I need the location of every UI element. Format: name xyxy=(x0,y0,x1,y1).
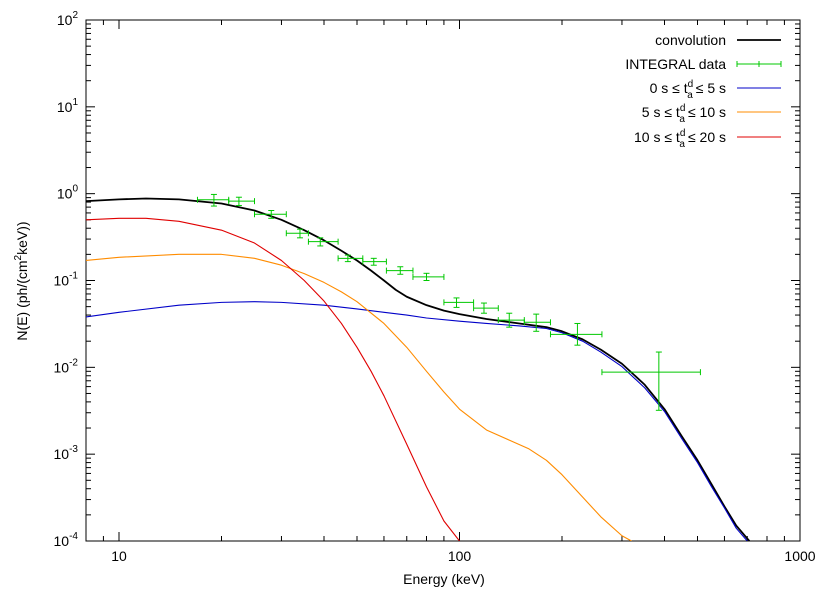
x-tick-label: 1000 xyxy=(784,548,815,564)
y-tick-label: 10-3 xyxy=(54,444,79,462)
y-tick-label: 102 xyxy=(57,10,79,28)
series-line xyxy=(86,217,460,541)
axis-ticks: 10 100 1000 10-4 10-3 10-2 10-1 100 101 102 xyxy=(54,10,816,564)
legend-entry: 5 s ≤ td a ≤ 10 s xyxy=(642,103,781,125)
series-layer xyxy=(86,193,751,541)
series-line xyxy=(86,197,751,541)
y-tick-label: 10-1 xyxy=(54,271,79,289)
legend-label: convolution xyxy=(655,32,726,48)
x-tick-label: 10 xyxy=(111,548,127,564)
y-tick-label: 10-4 xyxy=(54,531,79,549)
legend: convolution INTEGRAL data 0 s ≤ td a ≤ 5 s5 … xyxy=(625,32,782,150)
legend-entry: 10 s ≤ td a ≤ 20 s xyxy=(634,128,781,150)
series-clip-group xyxy=(86,193,751,541)
legend-entry: convolution xyxy=(655,32,781,48)
legend-label: 0 s ≤ td a ≤ 5 s xyxy=(650,79,726,101)
x-tick-label: 100 xyxy=(448,548,472,564)
x-axis-label: Energy (keV) xyxy=(403,571,485,587)
plot-frame xyxy=(85,19,801,542)
legend-label: INTEGRAL data xyxy=(625,56,726,72)
axes xyxy=(85,19,801,542)
series-line xyxy=(86,253,632,541)
series-line xyxy=(86,301,748,541)
series-integral-data xyxy=(196,193,701,411)
y-tick-label: 10-2 xyxy=(54,357,79,375)
legend-entry: 0 s ≤ td a ≤ 5 s xyxy=(650,79,781,101)
y-axis-label: N(E) (ph/(cm2keV)) xyxy=(13,221,30,340)
legend-label: 5 s ≤ td a ≤ 10 s xyxy=(642,103,726,125)
y-tick-label: 101 xyxy=(57,97,79,115)
legend-entry: INTEGRAL data xyxy=(625,56,782,72)
legend-label: 10 s ≤ td a ≤ 20 s xyxy=(634,128,726,150)
y-tick-label: 100 xyxy=(57,184,79,202)
